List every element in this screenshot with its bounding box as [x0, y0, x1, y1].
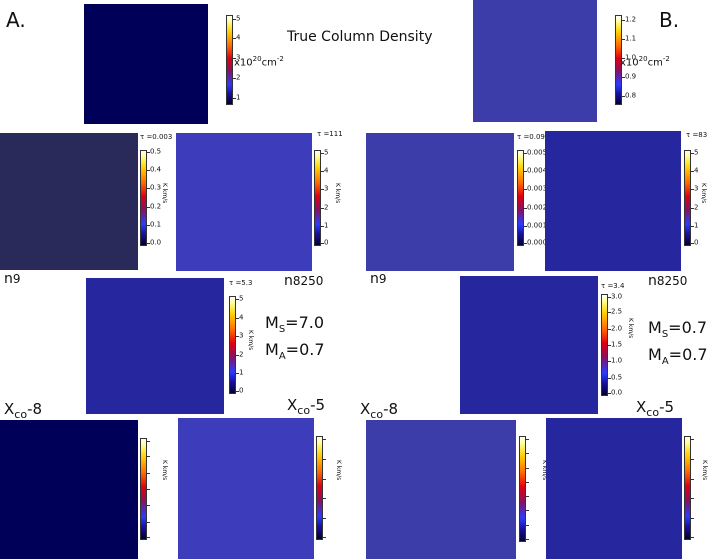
- map-b-n8250: [545, 131, 681, 271]
- colorbar-b-n9: 0.005 0.004 0.003 0.002 0.001 0.000: [517, 149, 553, 246]
- label-b-n9: n9: [370, 271, 387, 287]
- colorbar-b-true: 1.2 1.1 1.0 0.9 0.8: [615, 15, 649, 105]
- map-a-n8250: [176, 133, 312, 271]
- label-b-n8250: n8250: [648, 273, 688, 289]
- colorbar-a-xco8: [140, 438, 170, 540]
- label-a-xco8: Xco-8: [4, 400, 43, 421]
- unit-b-xco5: K km/s: [701, 460, 708, 481]
- map-a-xco8: [0, 420, 138, 559]
- label-b-xco8: Xco-8: [360, 400, 399, 421]
- label-b-xco5: Xco-5: [636, 398, 675, 419]
- map-a-n9: [0, 133, 138, 270]
- label-a-n8250: n8250: [284, 273, 324, 289]
- colorbar-b-xco5: [684, 436, 710, 540]
- tau-b-n9: τ =0.09: [517, 133, 545, 141]
- map-b-mid: [460, 276, 598, 414]
- colorbar-a-true: 5 4 3 2 1: [226, 15, 256, 105]
- label-a: A.: [6, 8, 26, 32]
- label-b-ms: MS=0.7: [648, 318, 708, 341]
- map-b-xco8: [366, 420, 516, 559]
- unit-a-mid: K km/s: [247, 330, 254, 351]
- tau-a-n9: τ =0.003: [140, 133, 173, 141]
- tau-b-n8250: τ =83: [686, 131, 708, 139]
- tau-a-mid: τ =5.3: [229, 279, 253, 287]
- unit-a-col-density: x1020cm-2: [234, 55, 284, 69]
- map-a-xco5: [178, 418, 314, 559]
- colorbar-a-n8250: 5 4 3 2 1 0: [314, 149, 342, 246]
- colorbar-a-xco5: [316, 436, 342, 540]
- unit-a-xco8: K km/s: [161, 460, 168, 481]
- unit-a-n8250: K km/s: [334, 183, 341, 204]
- unit-b-mid: K km/s: [627, 318, 634, 339]
- unit-b-col-density: x1020cm-2: [620, 55, 670, 69]
- unit-b-n8250: K km/s: [700, 183, 707, 204]
- colorbar-b-mid: 3.0 2.5 2.0 1.5 1.0 0.5 0.0: [601, 293, 631, 396]
- label-a-ma: MA=0.7: [265, 340, 325, 363]
- map-b-true-column-density: [473, 0, 597, 122]
- tau-b-mid: τ =3.4: [601, 282, 625, 290]
- map-a-true-column-density: [84, 4, 208, 124]
- colorbar-b-n8250: 5 4 3 2 1 0: [684, 149, 710, 246]
- label-b: B.: [659, 8, 680, 32]
- colorbar-a-n9: 0.5 0.4 0.3 0.2 0.1 0.0: [140, 148, 170, 246]
- label-a-n9: n9: [4, 271, 21, 287]
- label-a-xco5: Xco-5: [287, 396, 326, 417]
- colorbar-b-xco8: [519, 436, 549, 542]
- colorbar-a-mid: 5 4 3 2 1 0: [229, 295, 257, 394]
- unit-a-xco5: K km/s: [335, 460, 342, 481]
- label-a-ms: MS=7.0: [265, 313, 325, 336]
- map-b-xco5: [546, 418, 682, 559]
- unit-a-n9: K km/s: [161, 183, 168, 204]
- page-title: True Column Density: [287, 29, 433, 45]
- map-b-n9: [366, 133, 514, 271]
- map-a-mid: [86, 278, 224, 414]
- tau-a-n8250: τ =111: [317, 130, 343, 138]
- label-b-ma: MA=0.7: [648, 345, 708, 368]
